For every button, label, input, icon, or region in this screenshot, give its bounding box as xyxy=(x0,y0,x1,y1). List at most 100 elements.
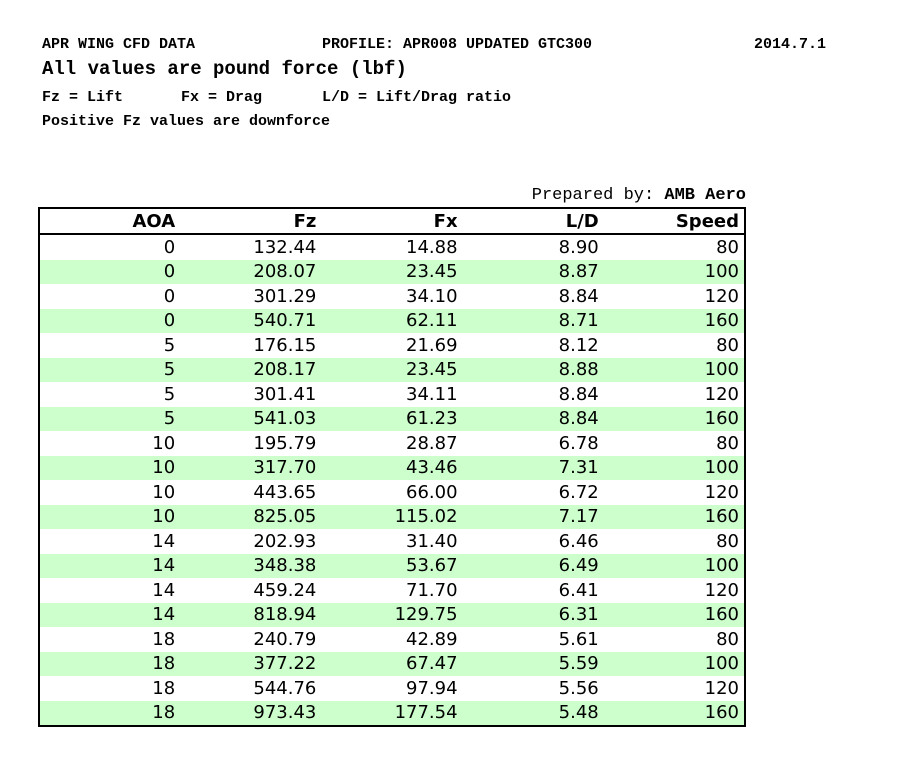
table-cell: 5.56 xyxy=(558,677,599,699)
table-row: 10 825.05 115.02 7.17 160 xyxy=(39,504,745,529)
table-cell: 100 xyxy=(704,555,739,577)
table-cell: 202.93 xyxy=(253,530,317,552)
table-cell: 541.03 xyxy=(253,408,317,430)
table-cell: 28.87 xyxy=(406,432,458,454)
col-header-ld: L/D xyxy=(462,208,604,235)
table-row: 5 301.41 34.11 8.84 120 xyxy=(39,382,745,407)
table-cell: 301.29 xyxy=(253,285,317,307)
table-cell: 34.11 xyxy=(406,383,458,405)
table-cell: 825.05 xyxy=(253,506,317,528)
table-cell: 6.49 xyxy=(558,555,599,577)
table-cell: 176.15 xyxy=(253,334,317,356)
table-cell: 208.07 xyxy=(253,261,317,283)
table-row: 0 208.07 23.45 8.87 100 xyxy=(39,259,745,284)
table-cell: 14.88 xyxy=(406,236,458,258)
prepared-by-line: Prepared by: AMB Aero xyxy=(38,187,746,204)
legend-ld: L/D = Lift/Drag ratio xyxy=(322,89,512,106)
table-cell: 115.02 xyxy=(394,506,458,528)
table-cell: 100 xyxy=(704,653,739,675)
table-cell: 80 xyxy=(716,628,739,650)
table-cell: 544.76 xyxy=(253,677,317,699)
table-cell: 8.90 xyxy=(558,236,599,258)
table-row: 5 541.03 61.23 8.84 160 xyxy=(39,406,745,431)
table-row: 18 377.22 67.47 5.59 100 xyxy=(39,651,745,676)
table-cell: 120 xyxy=(704,481,739,503)
table-cell: 10 xyxy=(152,506,176,528)
table-cell: 80 xyxy=(716,432,739,454)
table-cell: 6.41 xyxy=(558,579,599,601)
table-cell: 301.41 xyxy=(253,383,317,405)
table-cell: 18 xyxy=(152,653,176,675)
table-row: 0 132.44 14.88 8.90 80 xyxy=(39,234,745,260)
table-row: 18 240.79 42.89 5.61 80 xyxy=(39,627,745,652)
table-cell: 240.79 xyxy=(253,628,317,650)
report-profile: PROFILE: APR008 UPDATED GTC300 xyxy=(322,36,593,53)
prepared-by-value: AMB Aero xyxy=(664,186,746,205)
col-header-aoa: AOA xyxy=(39,208,181,235)
table-row: 14 348.38 53.67 6.49 100 xyxy=(39,553,745,578)
table-cell: 818.94 xyxy=(253,604,317,626)
table-cell: 208.17 xyxy=(253,359,317,381)
table-cell: 8.84 xyxy=(558,408,599,430)
table-cell: 8.71 xyxy=(558,310,599,332)
table-header-row: AOA Fz Fx L/D Speed xyxy=(39,208,745,235)
table-cell: 160 xyxy=(704,310,739,332)
table-row: 0 540.71 62.11 8.71 160 xyxy=(39,308,745,333)
table-cell: 42.89 xyxy=(406,628,458,650)
downforce-note: Positive Fz values are downforce xyxy=(42,113,331,130)
table-cell: 97.94 xyxy=(406,677,458,699)
table-cell: 160 xyxy=(704,506,739,528)
table-cell: 66.00 xyxy=(406,481,458,503)
table-cell: 21.69 xyxy=(406,334,458,356)
table-row: 18 973.43 177.54 5.48 160 xyxy=(39,700,745,726)
table-cell: 71.70 xyxy=(406,579,458,601)
table-cell: 5 xyxy=(163,383,176,405)
col-header-fx: Fx xyxy=(321,208,463,235)
table-cell: 177.54 xyxy=(394,702,458,724)
table-row: 10 443.65 66.00 6.72 120 xyxy=(39,480,745,505)
table-cell: 120 xyxy=(704,579,739,601)
table-cell: 348.38 xyxy=(253,555,317,577)
table-body: 0 132.44 14.88 8.90 80 0 208.07 23.45 8.87 100 0 30… xyxy=(39,234,745,726)
table-row: 5 176.15 21.69 8.12 80 xyxy=(39,333,745,358)
table-cell: 61.23 xyxy=(406,408,458,430)
table-cell: 53.67 xyxy=(406,555,458,577)
table-cell: 973.43 xyxy=(253,702,317,724)
table-cell: 14 xyxy=(152,579,176,601)
table-cell: 0 xyxy=(163,236,176,258)
table-cell: 5 xyxy=(163,359,176,381)
table-cell: 132.44 xyxy=(253,236,317,258)
table-cell: 540.71 xyxy=(253,310,317,332)
cfd-results-table: AOA Fz Fx L/D Speed 0 132.44 14.88 8.90 80 0 2… xyxy=(38,207,746,727)
table-cell: 14 xyxy=(152,530,176,552)
table-cell: 18 xyxy=(152,677,176,699)
table-cell: 80 xyxy=(716,236,739,258)
table-cell: 317.70 xyxy=(253,457,317,479)
table-cell: 120 xyxy=(704,383,739,405)
table-row: 14 202.93 31.40 6.46 80 xyxy=(39,529,745,554)
table-cell: 7.31 xyxy=(558,457,599,479)
table-cell: 10 xyxy=(152,481,176,503)
table-cell: 14 xyxy=(152,604,176,626)
table-cell: 10 xyxy=(152,457,176,479)
table-cell: 459.24 xyxy=(253,579,317,601)
table-cell: 120 xyxy=(704,285,739,307)
legend-fz: Fz = Lift xyxy=(42,89,124,106)
table-cell: 160 xyxy=(704,702,739,724)
table-cell: 67.47 xyxy=(406,653,458,675)
table-cell: 160 xyxy=(704,408,739,430)
table-cell: 10 xyxy=(152,432,176,454)
table-cell: 129.75 xyxy=(394,604,458,626)
table-row: 10 195.79 28.87 6.78 80 xyxy=(39,431,745,456)
table-cell: 5.61 xyxy=(558,628,599,650)
table-row: 10 317.70 43.46 7.31 100 xyxy=(39,455,745,480)
table-cell: 8.12 xyxy=(558,334,599,356)
table-cell: 14 xyxy=(152,555,176,577)
table-cell: 100 xyxy=(704,457,739,479)
table-row: 18 544.76 97.94 5.56 120 xyxy=(39,676,745,701)
table-cell: 0 xyxy=(163,261,176,283)
table-cell: 80 xyxy=(716,334,739,356)
table-cell: 443.65 xyxy=(253,481,317,503)
col-header-fz: Fz xyxy=(180,208,322,235)
